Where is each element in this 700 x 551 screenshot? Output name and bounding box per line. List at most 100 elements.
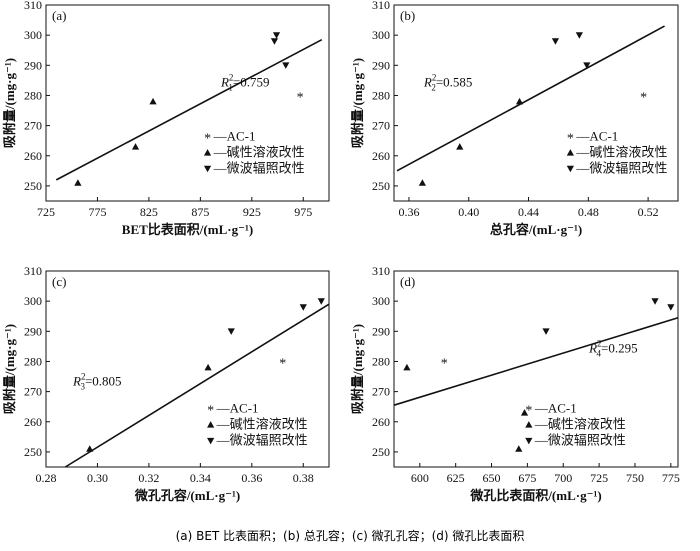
r2-annotation: R2 4=0.295: [588, 338, 638, 358]
y-tick-label: 280: [24, 354, 42, 368]
legend-label: —微波辐照改性: [216, 433, 308, 448]
x-tick-label: 0.36: [398, 205, 419, 219]
fit-line: [393, 316, 679, 406]
x-tick-label: 875: [191, 205, 209, 219]
x-tick-label: 750: [626, 471, 644, 485]
x-tick-label: 0.48: [578, 205, 599, 219]
x-axis-label: 总孔容/(mL·g⁻¹): [490, 222, 582, 237]
y-tick-label: 270: [372, 385, 390, 399]
x-tick-label: 0.28: [36, 471, 57, 485]
legend-label: —AC-1: [213, 129, 256, 144]
x-tick-label: 0.38: [293, 471, 314, 485]
y-tick-label: 290: [372, 58, 390, 72]
y-tick-label: 260: [372, 149, 390, 163]
r2-annotation: R2 1=0.759: [220, 72, 270, 92]
y-tick-label: 260: [372, 415, 390, 429]
data-point-tri-up: [149, 97, 157, 105]
data-point-tri-up: [74, 179, 82, 186]
data-point-star: *: [640, 90, 647, 105]
y-tick-label: 300: [372, 28, 390, 42]
legend-marker-tri-down: [525, 437, 533, 445]
legend-label: —微波辐照改性: [534, 433, 626, 448]
legend-label: —微波辐照改性: [213, 161, 305, 176]
x-axis-label: 微孔比表面积/(mL·g⁻¹): [469, 488, 601, 503]
data-point-tri-down: [270, 38, 279, 45]
data-point-star: *: [279, 356, 286, 371]
x-tick-label: 0.44: [518, 205, 539, 219]
figure-caption: (a) BET 比表面积；(b) 总孔容；(c) 微孔孔容；(d) 微孔比表面积: [175, 529, 525, 543]
legend-label: —AC-1: [534, 401, 577, 416]
legend: * —AC-1—碱性溶液改性—微波辐照改性: [525, 401, 626, 448]
x-axis-label: BET比表面积/(mL·g⁻¹): [122, 222, 253, 237]
legend: * —AC-1—碱性溶液改性—微波辐照改性: [203, 129, 305, 176]
data-point-tri-up: [418, 179, 426, 186]
plot-frame: [45, 270, 330, 468]
data-point-tri-up: [204, 363, 212, 371]
y-tick-label: 260: [24, 149, 42, 163]
data-point-tri-up: [456, 143, 464, 150]
y-axis-label: 吸附量/(mg·g⁻¹): [350, 324, 365, 414]
panel-label: (d): [400, 274, 415, 289]
x-tick-label: 700: [554, 471, 572, 485]
panel-label: (c): [52, 274, 66, 289]
chart-panel-3: 0.28 0.30 0.32 0.34 0.36 0.38 250 260 270 280 290 3…: [2, 264, 330, 503]
y-tick-label: 260: [24, 415, 42, 429]
legend-marker-star: *: [207, 404, 214, 419]
legend-marker-tri-down: [207, 437, 215, 445]
data-point-star: *: [297, 90, 304, 105]
legend-marker-tri-up: [566, 149, 574, 156]
chart-panel-2: 0.36 0.40 0.44 0.48 0.52 250 260 270 280 290 300 31…: [350, 0, 679, 237]
plot-frame: [45, 4, 330, 202]
y-tick-label: 310: [372, 264, 390, 278]
y-axis-label: 吸附量/(mg·g⁻¹): [2, 324, 17, 414]
y-tick-label: 270: [24, 385, 42, 399]
x-tick-label: 925: [243, 205, 261, 219]
x-tick-label: 975: [294, 205, 312, 219]
x-tick-label: 725: [590, 471, 608, 485]
data-point-tri-down: [667, 304, 675, 311]
data-point-tri-down: [299, 304, 307, 311]
legend-marker-star: *: [204, 132, 211, 147]
legend-label: —碱性溶液改性: [213, 145, 305, 160]
data-point-tri-up: [515, 445, 523, 452]
x-tick-label: 825: [140, 205, 158, 219]
data-point-tri-down: [542, 328, 550, 335]
data-point-star: *: [441, 356, 448, 371]
legend-marker-tri-down: [566, 165, 574, 173]
x-tick-label: 0.52: [638, 205, 659, 219]
legend: * —AC-1—碱性溶液改性—微波辐照改性: [207, 401, 308, 448]
r2-annotation: R2 3=0.805: [72, 372, 122, 392]
data-point-tri-down: [651, 298, 659, 305]
panel-label: (a): [52, 8, 66, 23]
legend-label: —碱性溶液改性: [575, 145, 667, 160]
y-tick-label: 280: [372, 88, 390, 102]
x-tick-label: 625: [447, 471, 465, 485]
data-point-tri-down: [551, 38, 560, 45]
x-tick-label: 725: [37, 205, 55, 219]
y-tick-label: 280: [24, 88, 42, 102]
y-tick-label: 270: [24, 119, 42, 133]
panel-label: (b): [400, 8, 415, 23]
data-point-tri-down: [583, 62, 591, 69]
data-point-tri-down: [575, 32, 583, 39]
y-axis-label: 吸附量/(mg·g⁻¹): [2, 58, 17, 148]
legend-marker-tri-up: [203, 149, 212, 156]
data-point-tri-up: [515, 97, 524, 105]
x-tick-label: 0.36: [241, 471, 262, 485]
plot-frame: [393, 4, 679, 202]
y-tick-label: 250: [372, 179, 390, 193]
x-tick-label: 0.34: [190, 471, 211, 485]
x-tick-label: 0.30: [87, 471, 108, 485]
data-point-tri-up: [86, 445, 94, 452]
legend-label: —AC-1: [575, 129, 618, 144]
x-axis-label: 微孔孔容/(mL·g⁻¹): [134, 488, 240, 503]
data-point-tri-down: [282, 62, 290, 69]
y-tick-label: 250: [24, 445, 42, 459]
chart-panel-4: 600 625 650 675 700 725 750 775 250 260 270 280 290 3…: [350, 264, 680, 503]
fit-line: [55, 38, 323, 181]
y-tick-label: 290: [24, 324, 42, 338]
legend-marker-star: *: [567, 132, 574, 147]
legend-label: —碱性溶液改性: [216, 417, 308, 432]
y-tick-label: 290: [372, 324, 390, 338]
